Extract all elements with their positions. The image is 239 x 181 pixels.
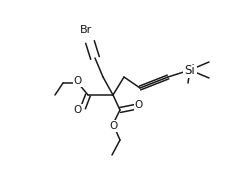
Text: Si: Si — [185, 64, 195, 77]
Text: O: O — [135, 100, 143, 110]
Text: O: O — [74, 105, 82, 115]
Text: O: O — [110, 121, 118, 131]
Text: O: O — [74, 76, 82, 86]
Text: Br: Br — [80, 25, 92, 35]
